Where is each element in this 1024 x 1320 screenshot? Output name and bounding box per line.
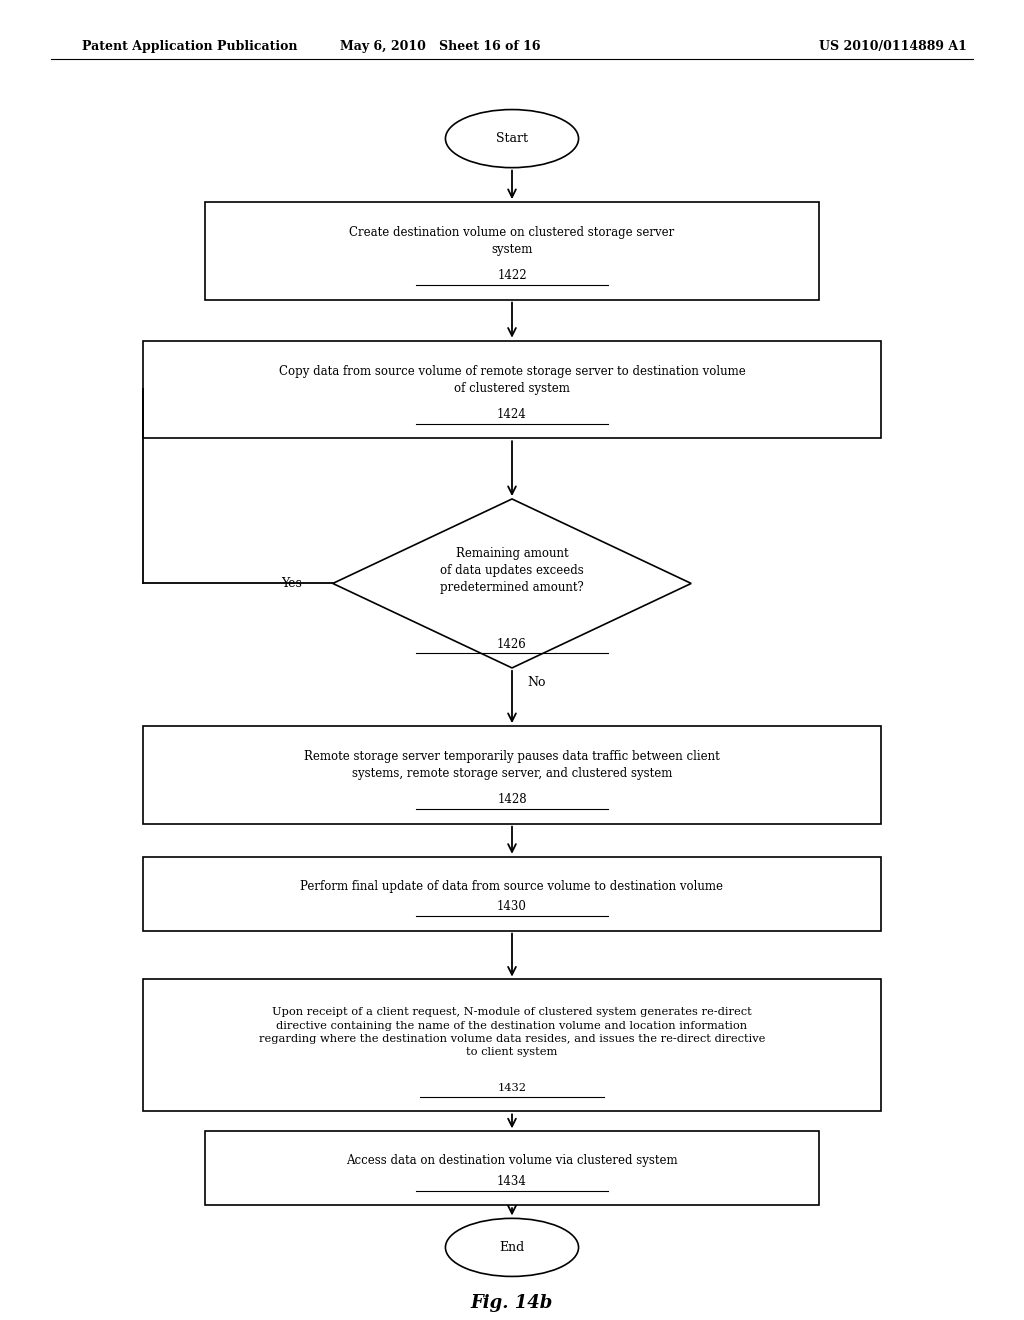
Ellipse shape bbox=[445, 110, 579, 168]
Bar bbox=[143, 726, 881, 824]
Text: Patent Application Publication: Patent Application Publication bbox=[82, 40, 297, 53]
Bar bbox=[143, 341, 881, 438]
Text: 1422: 1422 bbox=[498, 269, 526, 282]
Text: Create destination volume on clustered storage server
system: Create destination volume on clustered s… bbox=[349, 226, 675, 256]
Text: Access data on destination volume via clustered system: Access data on destination volume via cl… bbox=[346, 1154, 678, 1167]
Text: Fig. 14b: Fig. 14b bbox=[471, 1294, 553, 1312]
Text: Upon receipt of a client request, N-module of clustered system generates re-dire: Upon receipt of a client request, N-modu… bbox=[259, 1007, 765, 1057]
Text: 1426: 1426 bbox=[497, 638, 527, 651]
Bar bbox=[205, 202, 819, 300]
Text: Copy data from source volume of remote storage server to destination volume
of c: Copy data from source volume of remote s… bbox=[279, 364, 745, 395]
Text: Yes: Yes bbox=[282, 577, 302, 590]
Polygon shape bbox=[333, 499, 691, 668]
Text: 1432: 1432 bbox=[498, 1082, 526, 1093]
Text: Remote storage server temporarily pauses data traffic between client
systems, re: Remote storage server temporarily pauses… bbox=[304, 750, 720, 780]
Text: No: No bbox=[527, 676, 546, 689]
Text: May 6, 2010   Sheet 16 of 16: May 6, 2010 Sheet 16 of 16 bbox=[340, 40, 541, 53]
Text: 1424: 1424 bbox=[497, 408, 527, 421]
Bar bbox=[143, 979, 881, 1111]
Text: 1430: 1430 bbox=[497, 900, 527, 913]
Text: End: End bbox=[500, 1241, 524, 1254]
Text: 1434: 1434 bbox=[497, 1175, 527, 1188]
Bar bbox=[205, 1131, 819, 1205]
Bar bbox=[143, 857, 881, 931]
Ellipse shape bbox=[445, 1218, 579, 1276]
Text: Perform final update of data from source volume to destination volume: Perform final update of data from source… bbox=[300, 879, 724, 892]
Text: Start: Start bbox=[496, 132, 528, 145]
Text: US 2010/0114889 A1: US 2010/0114889 A1 bbox=[819, 40, 967, 53]
Text: Remaining amount
of data updates exceeds
predetermined amount?: Remaining amount of data updates exceeds… bbox=[440, 546, 584, 594]
Text: 1428: 1428 bbox=[498, 793, 526, 807]
